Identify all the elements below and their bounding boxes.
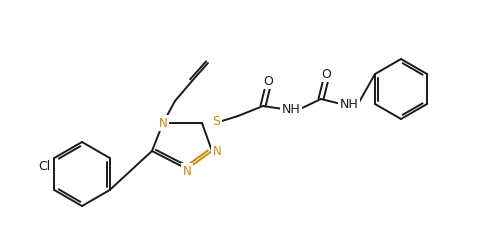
Text: O: O [320,68,330,81]
Text: NH: NH [281,103,300,116]
Text: N: N [158,117,167,130]
Text: N: N [182,165,191,178]
Text: O: O [262,75,272,88]
Text: Cl: Cl [38,160,50,173]
Text: NH: NH [339,98,358,111]
Text: S: S [212,115,220,128]
Text: N: N [212,145,221,158]
